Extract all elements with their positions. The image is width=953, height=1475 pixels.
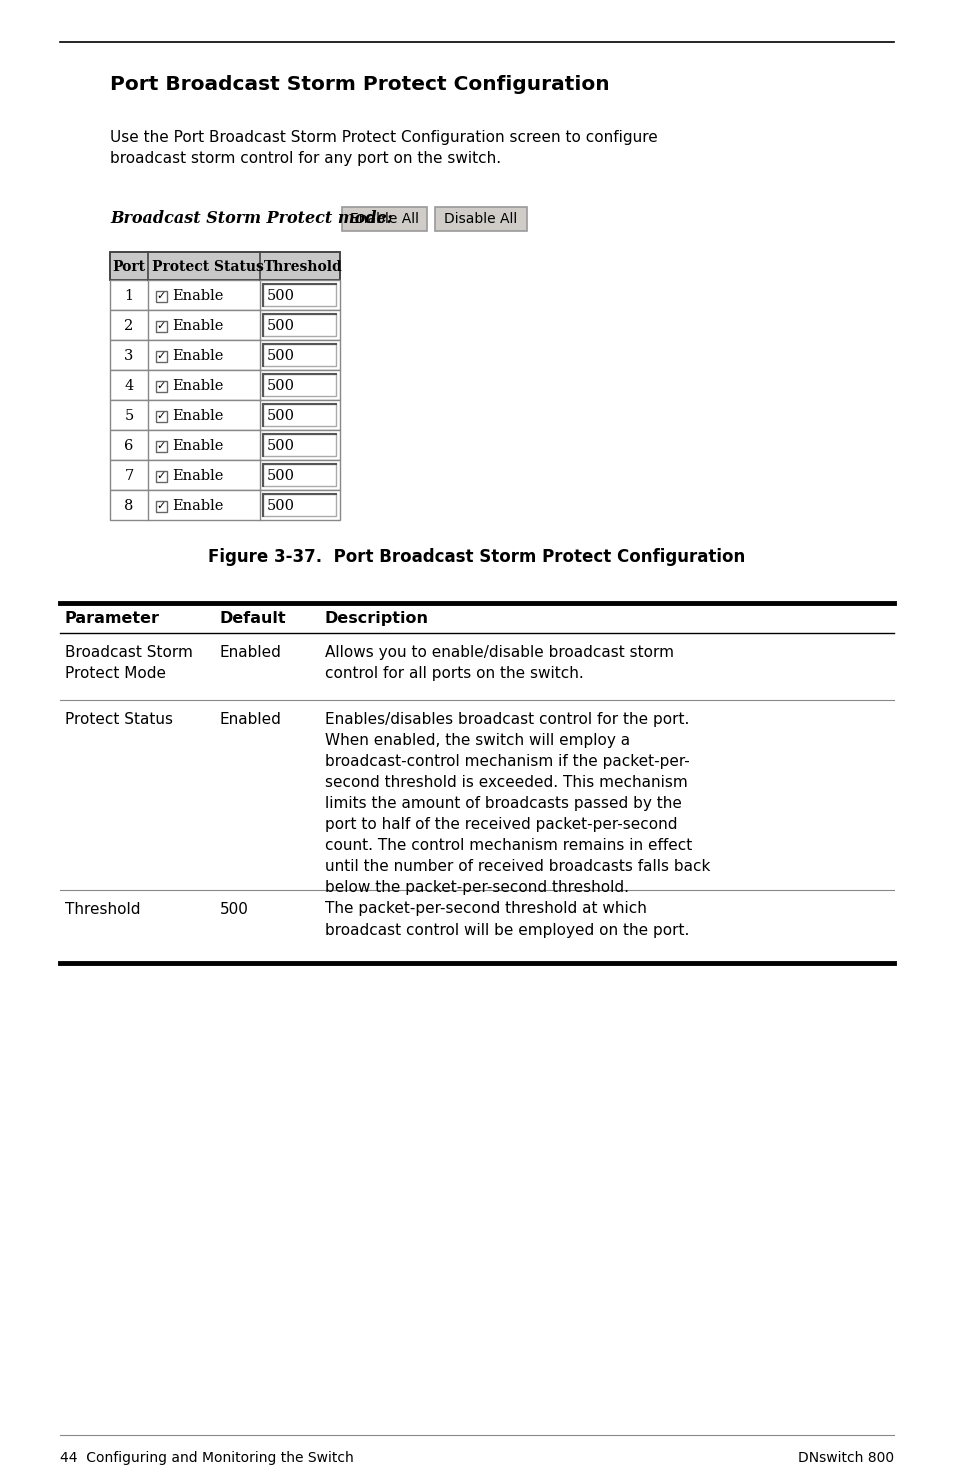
Text: 500: 500: [267, 379, 294, 392]
Bar: [110, 400, 339, 431]
Text: ✓: ✓: [156, 441, 166, 451]
Text: Protect Status: Protect Status: [152, 260, 264, 274]
Bar: [263, 375, 335, 395]
Text: 5: 5: [124, 409, 133, 423]
Text: Enable: Enable: [172, 350, 223, 363]
Text: Use the Port Broadcast Storm Protect Configuration screen to configure
broadcast: Use the Port Broadcast Storm Protect Con…: [110, 130, 657, 167]
Text: Enable: Enable: [172, 289, 223, 302]
Text: Enable: Enable: [172, 440, 223, 453]
Bar: [156, 441, 167, 451]
Bar: [110, 252, 339, 280]
Bar: [341, 207, 427, 232]
Text: 44  Configuring and Monitoring the Switch: 44 Configuring and Monitoring the Switch: [60, 1451, 354, 1465]
Bar: [263, 404, 335, 426]
Text: Enabled: Enabled: [220, 645, 281, 659]
Bar: [156, 500, 167, 512]
Bar: [263, 494, 335, 516]
Bar: [110, 310, 339, 341]
Bar: [263, 285, 335, 305]
Bar: [156, 291, 167, 301]
Text: 500: 500: [220, 901, 249, 916]
Text: Enable: Enable: [172, 409, 223, 423]
Text: Parameter: Parameter: [65, 611, 160, 625]
Text: 500: 500: [267, 499, 294, 513]
Text: 8: 8: [124, 499, 133, 513]
Text: ✓: ✓: [156, 412, 166, 420]
Bar: [156, 381, 167, 391]
Text: Enabled: Enabled: [220, 712, 281, 727]
Text: 500: 500: [267, 350, 294, 363]
Text: Port: Port: [112, 260, 146, 274]
Text: 6: 6: [124, 440, 133, 453]
Bar: [110, 490, 339, 521]
Bar: [110, 431, 339, 460]
Text: Threshold: Threshold: [264, 260, 342, 274]
Bar: [110, 341, 339, 370]
Bar: [110, 370, 339, 400]
Bar: [156, 320, 167, 332]
Bar: [156, 471, 167, 481]
Text: ✓: ✓: [156, 381, 166, 391]
Bar: [156, 410, 167, 422]
Text: Description: Description: [325, 611, 429, 625]
Text: Enables/disables broadcast control for the port.
When enabled, the switch will e: Enables/disables broadcast control for t…: [325, 712, 710, 895]
Text: 500: 500: [267, 289, 294, 302]
Text: Broadcast Storm Protect mode:: Broadcast Storm Protect mode:: [110, 209, 393, 227]
Text: The packet-per-second threshold at which
broadcast control will be employed on t: The packet-per-second threshold at which…: [325, 901, 689, 938]
Text: DNswitch 800: DNswitch 800: [797, 1451, 893, 1465]
Text: 1: 1: [124, 289, 133, 302]
Text: 2: 2: [124, 319, 133, 333]
Text: Enable: Enable: [172, 319, 223, 333]
Text: 500: 500: [267, 469, 294, 482]
Text: Broadcast Storm
Protect Mode: Broadcast Storm Protect Mode: [65, 645, 193, 681]
Text: 7: 7: [124, 469, 133, 482]
Text: Allows you to enable/disable broadcast storm
control for all ports on the switch: Allows you to enable/disable broadcast s…: [325, 645, 673, 681]
Text: Enable All: Enable All: [350, 212, 418, 226]
Text: 3: 3: [124, 350, 133, 363]
Text: ✓: ✓: [156, 471, 166, 481]
Bar: [110, 460, 339, 490]
Text: Enable: Enable: [172, 379, 223, 392]
Text: 4: 4: [124, 379, 133, 392]
Text: 500: 500: [267, 409, 294, 423]
Text: Figure 3-37.  Port Broadcast Storm Protect Configuration: Figure 3-37. Port Broadcast Storm Protec…: [208, 549, 745, 566]
Text: Enable: Enable: [172, 499, 223, 513]
Bar: [263, 314, 335, 336]
Text: ✓: ✓: [156, 322, 166, 330]
Text: Disable All: Disable All: [444, 212, 517, 226]
Bar: [263, 344, 335, 366]
Bar: [110, 280, 339, 310]
Text: Default: Default: [220, 611, 286, 625]
Text: 500: 500: [267, 319, 294, 333]
Text: Enable: Enable: [172, 469, 223, 482]
Text: Protect Status: Protect Status: [65, 712, 172, 727]
Bar: [263, 434, 335, 456]
Text: ✓: ✓: [156, 351, 166, 361]
Bar: [263, 465, 335, 485]
Text: Port Broadcast Storm Protect Configuration: Port Broadcast Storm Protect Configurati…: [110, 75, 609, 94]
Text: ✓: ✓: [156, 291, 166, 301]
Text: Threshold: Threshold: [65, 901, 140, 916]
Text: 500: 500: [267, 440, 294, 453]
Bar: [110, 252, 339, 280]
Text: ✓: ✓: [156, 502, 166, 510]
Bar: [156, 351, 167, 361]
Bar: [435, 207, 526, 232]
